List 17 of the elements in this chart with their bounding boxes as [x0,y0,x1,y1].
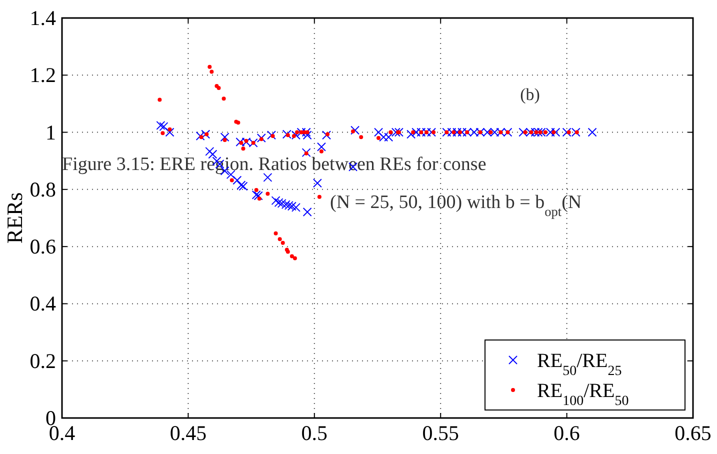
x-tick-label: 0.45 [170,421,207,445]
annotation: (b) [520,85,540,104]
annotation: (N = 25, 50, 100) with b = b$_{opt}$(N [330,192,582,218]
y-tick-label: 1 [46,120,56,144]
y-axis-title: RERs [2,192,27,244]
x-tick-label: 0.5 [301,421,328,445]
x-tick-label: 0.65 [674,421,712,445]
y-tick-label: 0.2 [30,348,56,373]
y-tick-label: 1.2 [30,63,56,88]
y-tick-label: 0.8 [30,177,56,202]
legend-label: RE$_{100}$/RE$_{50}$ [537,380,629,408]
y-tick-label: 0.6 [30,234,56,259]
x-tick-label: 0.6 [554,421,580,445]
y-tick-label: 0.4 [30,292,56,316]
y-tick-label: 1.4 [30,6,56,30]
legend-label: RE$_{50}$/RE$_{25}$ [537,350,622,378]
x-tick-label: 0.55 [422,421,459,445]
